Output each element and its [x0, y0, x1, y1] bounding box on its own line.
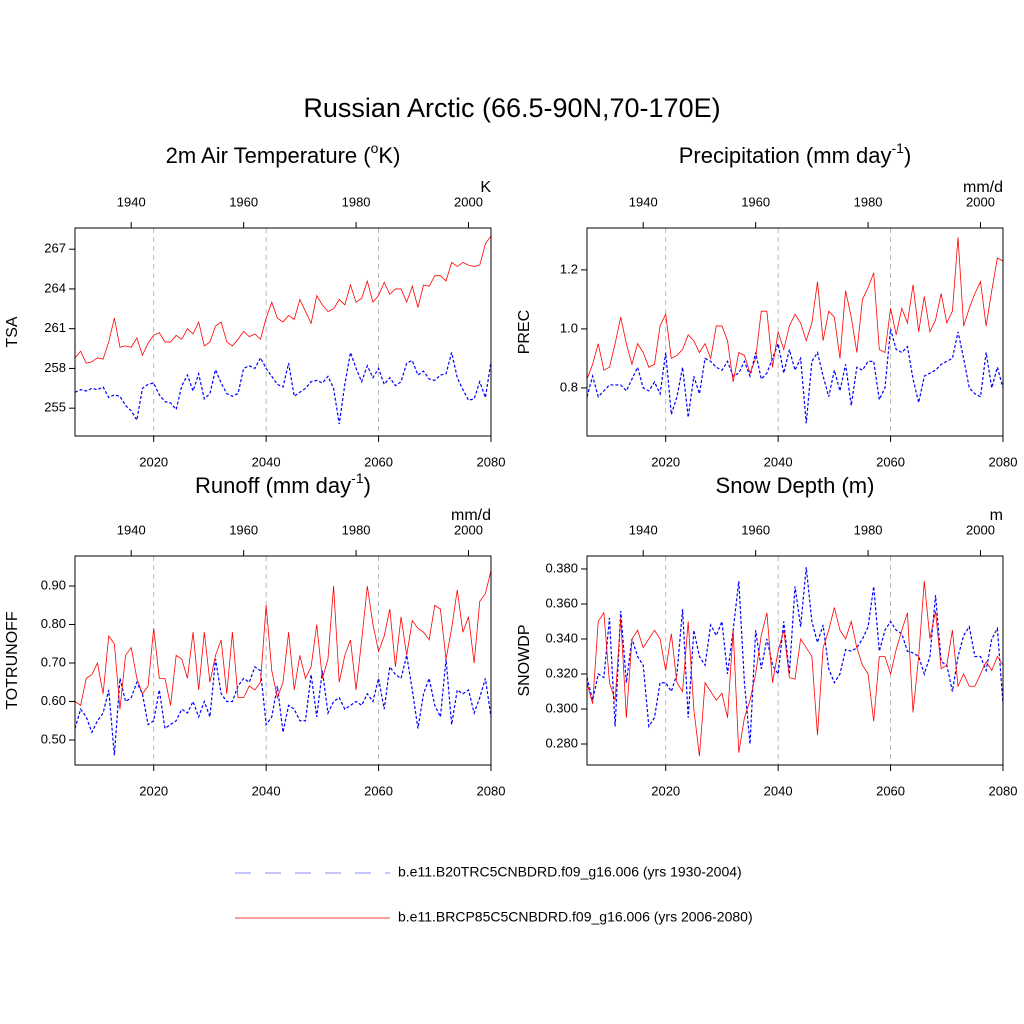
x-tick-label: 2020: [139, 783, 168, 798]
x2-tick-label: 1940: [629, 194, 658, 209]
x-tick-label: 2040: [252, 454, 281, 469]
x-tick-label: 2060: [364, 783, 393, 798]
x-tick-label: 2020: [651, 454, 680, 469]
title-superscript: -1: [891, 140, 904, 156]
y-tick-label: 1.0: [560, 320, 578, 335]
x2-tick-label: 1980: [854, 522, 883, 537]
x-tick-label: 2080: [989, 783, 1018, 798]
x-tick-label: 2080: [477, 783, 506, 798]
legend-label: b.e11.BRCP85C5CNBDRD.f09_g16.006 (yrs 20…: [398, 909, 753, 925]
y-tick-label: 0.300: [545, 700, 578, 715]
y-axis-label: PREC: [516, 310, 533, 354]
y-axis-label: TOTRUNOFF: [4, 611, 21, 710]
data-line: [74, 570, 492, 710]
x-tick-label: 2080: [989, 454, 1018, 469]
y-tick-label: 267: [44, 241, 66, 256]
x2-tick-label: 1940: [117, 522, 146, 537]
y-tick-label: 1.2: [560, 261, 578, 276]
y-tick-label: 0.50: [41, 731, 66, 746]
title-text: Snow Depth (m): [716, 473, 875, 498]
x2-tick-label: 1980: [854, 194, 883, 209]
y-tick-label: 261: [44, 320, 66, 335]
x2-tick-label: 1960: [229, 522, 258, 537]
panel-title: Snow Depth (m): [716, 473, 875, 498]
panel-title: 2m Air Temperature (oK): [166, 140, 401, 168]
plot-frame: [586, 555, 1004, 766]
y-axis-label: TSA: [4, 316, 21, 347]
units-label: K: [480, 179, 491, 196]
units-label: mm/d: [963, 179, 1003, 196]
data-line: [586, 581, 1004, 757]
legend-label: b.e11.B20TRC5CNBDRD.f09_g16.006 (yrs 193…: [398, 864, 742, 880]
x-tick-label: 2040: [252, 783, 281, 798]
x2-tick-label: 1960: [741, 522, 770, 537]
title-superscript: o: [371, 140, 379, 156]
y-tick-label: 0.8: [560, 379, 578, 394]
data-line: [586, 237, 1004, 383]
x2-tick-label: 1960: [741, 194, 770, 209]
x2-tick-label: 2000: [966, 522, 995, 537]
y-tick-label: 0.90: [41, 577, 66, 592]
y-tick-label: 0.360: [545, 595, 578, 610]
x-tick-label: 2040: [764, 783, 793, 798]
x2-tick-label: 1940: [117, 194, 146, 209]
x2-tick-label: 1960: [229, 194, 258, 209]
panel-title: Runoff (mm day-1): [195, 470, 371, 498]
x-tick-label: 2060: [876, 454, 905, 469]
x2-tick-label: 1940: [629, 522, 658, 537]
data-line: [586, 567, 1004, 745]
title-text: Precipitation (mm day: [679, 143, 892, 168]
y-tick-label: 264: [44, 280, 66, 295]
x-tick-label: 2040: [764, 454, 793, 469]
title-text: 2m Air Temperature (: [166, 143, 372, 168]
y-tick-label: 0.70: [41, 654, 66, 669]
x2-tick-label: 2000: [454, 522, 483, 537]
figure-title: Russian Arctic (66.5-90N,70-170E): [303, 93, 720, 123]
data-line: [74, 350, 492, 425]
x-tick-label: 2060: [876, 783, 905, 798]
y-axis-label: SNOWDP: [516, 625, 533, 697]
x-tick-label: 2020: [651, 783, 680, 798]
title-text-end: ): [364, 473, 371, 498]
x2-tick-label: 2000: [454, 194, 483, 209]
data-line: [586, 328, 1004, 424]
panel-title: Precipitation (mm day-1): [679, 140, 912, 168]
data-line: [74, 235, 492, 364]
y-tick-label: 0.80: [41, 616, 66, 631]
x-tick-label: 2080: [477, 454, 506, 469]
x2-tick-label: 1980: [342, 522, 371, 537]
plot-frame: [74, 227, 492, 437]
y-tick-label: 0.340: [545, 630, 578, 645]
y-tick-label: 0.60: [41, 693, 66, 708]
x2-tick-label: 2000: [966, 194, 995, 209]
plot-frame: [586, 227, 1004, 437]
x-tick-label: 2020: [139, 454, 168, 469]
title-text-end: ): [904, 143, 911, 168]
x-tick-label: 2060: [364, 454, 393, 469]
units-label: m: [990, 507, 1003, 524]
x2-tick-label: 1980: [342, 194, 371, 209]
y-tick-label: 258: [44, 360, 66, 375]
plot-frame: [74, 555, 492, 766]
y-tick-label: 255: [44, 400, 66, 415]
y-tick-label: 0.320: [545, 665, 578, 680]
y-tick-label: 0.380: [545, 560, 578, 575]
title-text-end: K): [378, 143, 400, 168]
y-tick-label: 0.280: [545, 735, 578, 750]
data-line: [74, 655, 492, 756]
title-text: Runoff (mm day: [195, 473, 351, 498]
title-superscript: -1: [351, 470, 364, 486]
units-label: mm/d: [451, 507, 491, 524]
